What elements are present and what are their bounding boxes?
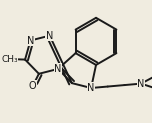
Text: N: N [54,64,62,74]
Text: N: N [87,83,95,93]
Text: N: N [137,79,145,89]
Text: N: N [46,31,53,41]
Text: N: N [27,36,34,46]
Text: CH₃: CH₃ [1,55,18,64]
Text: O: O [29,81,36,91]
